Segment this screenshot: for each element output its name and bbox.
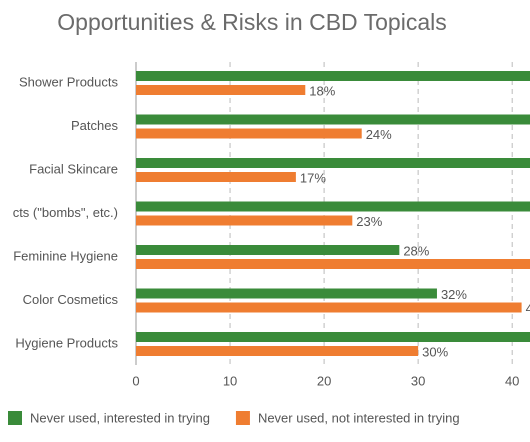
labels: 0 10 20 30 40 Shower Products Patches Facial Sk… xyxy=(8,74,519,425)
bar xyxy=(136,259,530,269)
value-label: 24% xyxy=(366,127,392,142)
y-tick-label: Hygiene Products xyxy=(15,335,118,350)
bar xyxy=(136,215,353,226)
bar xyxy=(136,158,530,168)
legend-swatch xyxy=(235,411,250,425)
y-tick-label: Color Cosmetics xyxy=(23,292,119,307)
bar xyxy=(136,128,362,139)
grid xyxy=(135,62,513,365)
value-label: 28% xyxy=(403,243,429,258)
y-tick-label: cts ("bombs", etc.) xyxy=(13,205,118,220)
chart-title: Opportunities & Risks in CBD Topicals xyxy=(57,9,446,35)
bar xyxy=(136,201,530,212)
x-tick-label: 40 xyxy=(505,373,519,388)
value-label: 17% xyxy=(300,170,326,185)
value-label: 30% xyxy=(422,344,448,359)
y-tick-label: Shower Products xyxy=(19,74,118,89)
value-label: 18% xyxy=(309,83,335,98)
x-tick-label: 20 xyxy=(317,373,331,388)
x-tick-label: 0 xyxy=(132,373,139,388)
x-tick-label: 30 xyxy=(411,373,425,388)
y-tick-label: Feminine Hygiene xyxy=(13,248,118,263)
bar xyxy=(136,245,400,255)
bar xyxy=(136,71,530,81)
value-label: 32% xyxy=(441,287,467,302)
bar xyxy=(136,172,296,182)
x-tick-label: 10 xyxy=(223,373,237,388)
legend-label: Never used, not interested in trying xyxy=(258,410,460,425)
bar xyxy=(136,332,530,342)
bars: 18% 24% 17% 23% 28% 32% 41% 30% xyxy=(136,71,530,359)
bar xyxy=(136,346,419,356)
bar xyxy=(136,114,530,125)
value-label: 23% xyxy=(356,214,382,229)
legend-label: Never used, interested in trying xyxy=(30,410,210,425)
bar xyxy=(136,85,306,95)
legend-swatch xyxy=(8,411,22,425)
y-tick-label: Patches xyxy=(71,118,118,133)
bar xyxy=(136,302,522,313)
bar xyxy=(136,288,437,299)
value-label: 41% xyxy=(526,301,530,316)
y-tick-label: Facial Skincare xyxy=(29,161,118,176)
